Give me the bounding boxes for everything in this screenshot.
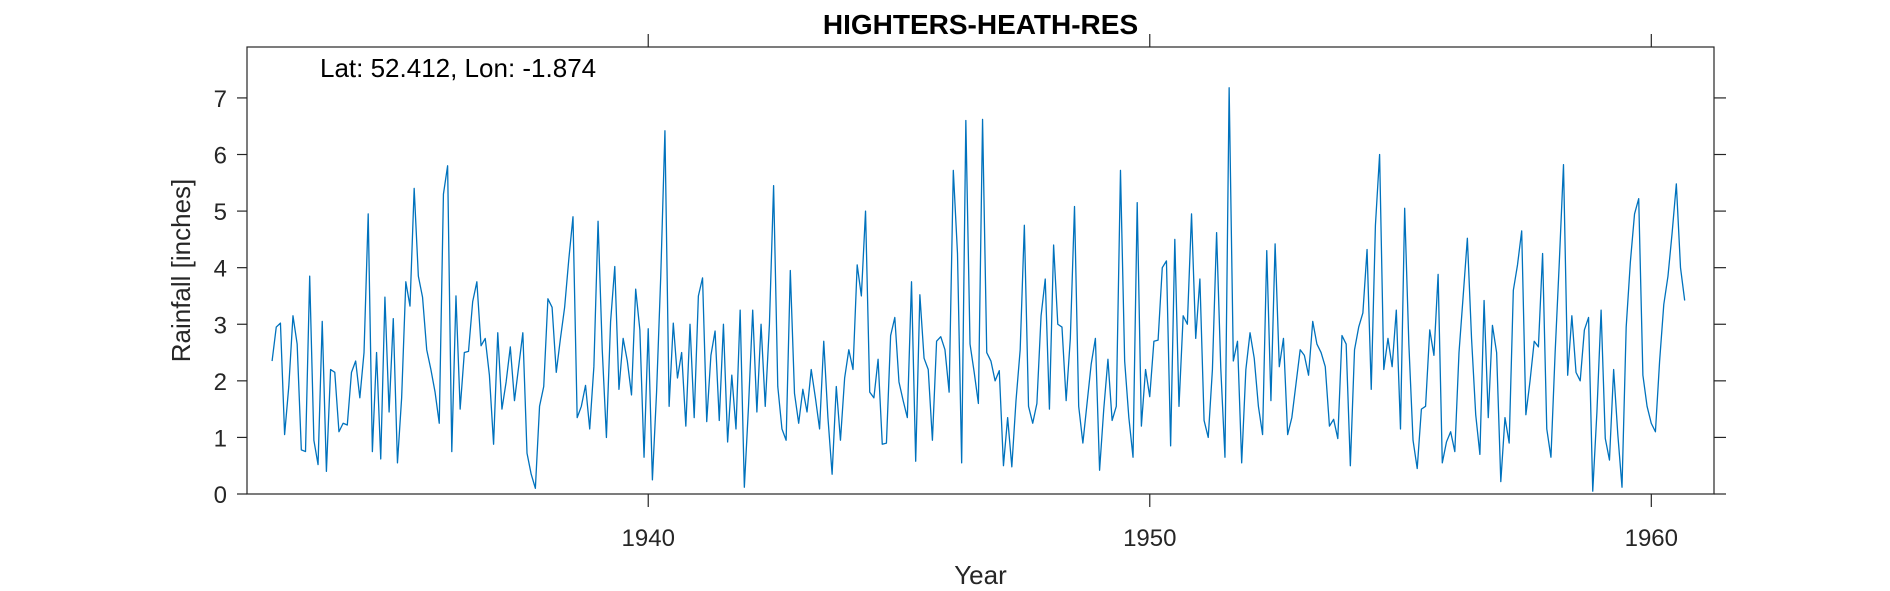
rainfall-series-line [271,87,1686,492]
x-tick-label: 1960 [1625,525,1678,552]
y-axis-ticks: 0 1 2 3 4 5 6 7 [214,86,1726,509]
y-tick-label: 4 [214,256,227,283]
y-tick-label: 7 [214,86,227,113]
y-tick-label: 6 [214,143,227,170]
x-tick-label: 1940 [622,525,675,552]
y-tick-label: 5 [214,199,227,226]
chart-title: HIGHTERS-HEATH-RES [823,9,1138,40]
y-tick-label: 0 [214,482,227,509]
y-tick-label: 2 [214,369,227,396]
plot-area-frame [246,46,1715,495]
y-tick-label: 3 [214,312,227,339]
location-annotation: Lat: 52.412, Lon: -1.874 [320,53,596,83]
x-tick-label: 1950 [1123,525,1176,552]
y-axis-label: Rainfall [inches] [166,179,196,363]
x-axis-ticks: 1940 1950 1960 [622,34,1678,552]
x-axis-label: Year [954,560,1007,590]
y-tick-label: 1 [214,425,227,452]
